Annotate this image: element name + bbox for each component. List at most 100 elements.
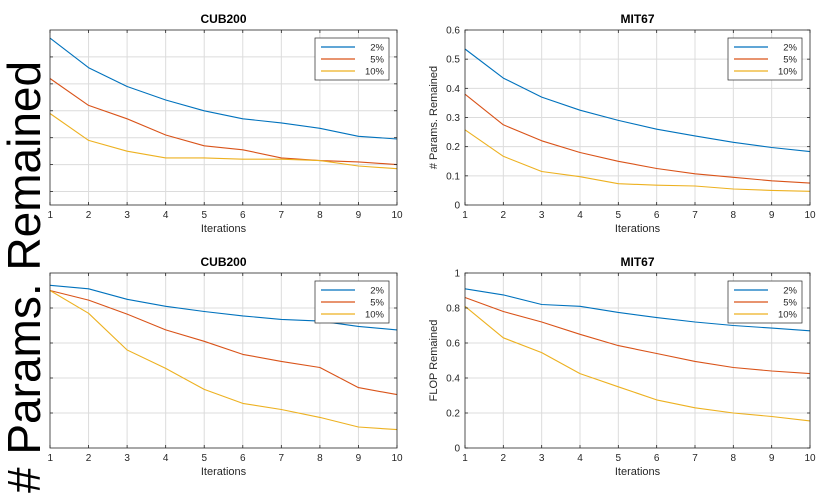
y-tick-label: 0.6 bbox=[446, 26, 460, 37]
x-tick-label: 5 bbox=[616, 453, 622, 464]
legend-label: 2% bbox=[370, 286, 384, 297]
legend: 2%5%10% bbox=[314, 280, 390, 324]
x-tick-label: 6 bbox=[654, 210, 660, 221]
x-tick-label: 9 bbox=[356, 210, 362, 221]
x-tick-label: 10 bbox=[391, 210, 403, 221]
chart-title: CUB200 bbox=[200, 255, 246, 269]
chart-panel-3: 1 2 3 4 5 6 7 8 9 10 CUB200 Iterations 2%5%10% bbox=[47, 255, 403, 478]
y-tick-label: 0.6 bbox=[446, 339, 460, 350]
y-tick-label: 0 bbox=[454, 444, 460, 455]
legend-label: 2% bbox=[783, 286, 797, 297]
x-axis-label: Iterations bbox=[201, 223, 247, 235]
legend: 2%5%10% bbox=[727, 280, 803, 324]
axes-box bbox=[49, 29, 398, 206]
x-tick-label: 4 bbox=[163, 453, 169, 464]
x-axis-label: Iterations bbox=[201, 466, 247, 478]
x-tick-label: 5 bbox=[616, 210, 622, 221]
series-line-5pct bbox=[49, 289, 398, 396]
y-tick-label: 0.2 bbox=[446, 409, 460, 420]
y-tick-label: 0.8 bbox=[446, 304, 460, 315]
x-tick-label: 9 bbox=[769, 453, 775, 464]
series-line-10pct bbox=[49, 113, 398, 170]
x-tick-label: 6 bbox=[654, 453, 660, 464]
chart-panel-2: 1 2 3 4 5 6 7 8 9 10 0 0.1 0.2 0.3 0.4 0.5 0.6 MIT67 Itera… bbox=[428, 12, 816, 235]
series-line-2pct bbox=[464, 48, 811, 153]
x-tick-label: 4 bbox=[577, 210, 583, 221]
chart-title: CUB200 bbox=[200, 12, 246, 26]
x-tick-label: 10 bbox=[391, 453, 403, 464]
y-tick-label: 0.3 bbox=[446, 113, 460, 124]
y-tick-label: 0 bbox=[454, 201, 460, 212]
chart-panel-4: 1 2 3 4 5 6 7 8 9 10 0 0.2 0.4 0.6 0.8 1 MIT67 Iterations… bbox=[428, 255, 816, 478]
series-line-10pct bbox=[464, 305, 811, 422]
series-line-5pct bbox=[464, 296, 811, 375]
x-tick-label: 7 bbox=[279, 210, 285, 221]
legend: 2%5%10% bbox=[314, 37, 390, 81]
x-tick-label: 2 bbox=[86, 210, 92, 221]
series-line-2pct bbox=[49, 37, 398, 140]
y-tick-label: 0.4 bbox=[446, 84, 460, 95]
x-tick-label: 2 bbox=[501, 453, 507, 464]
figure-side-label: # Params. Remained bbox=[0, 61, 50, 493]
series-line-2pct bbox=[464, 288, 811, 332]
x-axis-label: Iterations bbox=[615, 223, 661, 235]
x-tick-label: 2 bbox=[501, 210, 507, 221]
x-tick-label: 8 bbox=[731, 453, 737, 464]
x-tick-label: 9 bbox=[769, 210, 775, 221]
x-tick-label: 3 bbox=[124, 453, 130, 464]
series-line-10pct bbox=[464, 129, 811, 192]
legend-label: 10% bbox=[778, 310, 798, 321]
legend-label: 5% bbox=[783, 298, 797, 309]
x-tick-label: 7 bbox=[692, 210, 698, 221]
x-tick-label: 10 bbox=[804, 453, 816, 464]
x-tick-label: 1 bbox=[462, 453, 468, 464]
x-tick-label: 6 bbox=[240, 453, 246, 464]
x-tick-label: 1 bbox=[462, 210, 468, 221]
legend-label: 5% bbox=[370, 298, 384, 309]
x-tick-label: 5 bbox=[201, 453, 207, 464]
x-tick-label: 7 bbox=[279, 453, 285, 464]
x-tick-label: 2 bbox=[86, 453, 92, 464]
x-tick-label: 3 bbox=[124, 210, 130, 221]
x-tick-label: 8 bbox=[317, 210, 323, 221]
series-line-5pct bbox=[464, 93, 811, 184]
chart-panel-1: 1 2 3 4 5 6 7 8 9 10 CUB200 Iterations 2%5%10% bbox=[47, 12, 403, 235]
x-tick-label: 3 bbox=[539, 453, 545, 464]
legend-label: 10% bbox=[365, 310, 385, 321]
x-tick-label: 10 bbox=[804, 210, 816, 221]
y-tick-label: 0.2 bbox=[446, 142, 460, 153]
x-tick-label: 6 bbox=[240, 210, 246, 221]
series-line-10pct bbox=[49, 290, 398, 431]
y-axis-label: FLOP Remained bbox=[428, 320, 440, 402]
legend-label: 5% bbox=[783, 55, 797, 66]
x-tick-label: 4 bbox=[163, 210, 169, 221]
chart-title: MIT67 bbox=[620, 12, 654, 26]
y-tick-label: 0.4 bbox=[446, 374, 460, 385]
x-tick-label: 1 bbox=[47, 210, 53, 221]
legend-label: 5% bbox=[370, 55, 384, 66]
x-axis-label: Iterations bbox=[615, 466, 661, 478]
chart-title: MIT67 bbox=[620, 255, 654, 269]
legend-label: 2% bbox=[783, 43, 797, 54]
y-tick-label: 0.5 bbox=[446, 55, 460, 66]
axes-box bbox=[49, 272, 398, 449]
y-axis-label: # Params. Remained bbox=[428, 66, 440, 169]
x-tick-label: 5 bbox=[201, 210, 207, 221]
y-tick-label: 1 bbox=[454, 269, 460, 280]
x-tick-label: 7 bbox=[692, 453, 698, 464]
legend-label: 10% bbox=[778, 67, 798, 78]
series-line-5pct bbox=[49, 78, 398, 166]
y-tick-label: 0.1 bbox=[446, 171, 460, 182]
series-line-2pct bbox=[49, 284, 398, 331]
x-tick-label: 8 bbox=[317, 453, 323, 464]
x-tick-label: 1 bbox=[47, 453, 53, 464]
x-tick-label: 4 bbox=[577, 453, 583, 464]
axes-box bbox=[464, 272, 811, 449]
x-tick-label: 8 bbox=[731, 210, 737, 221]
legend: 2%5%10% bbox=[727, 37, 803, 81]
x-tick-label: 3 bbox=[539, 210, 545, 221]
x-tick-label: 9 bbox=[356, 453, 362, 464]
legend-label: 2% bbox=[370, 43, 384, 54]
